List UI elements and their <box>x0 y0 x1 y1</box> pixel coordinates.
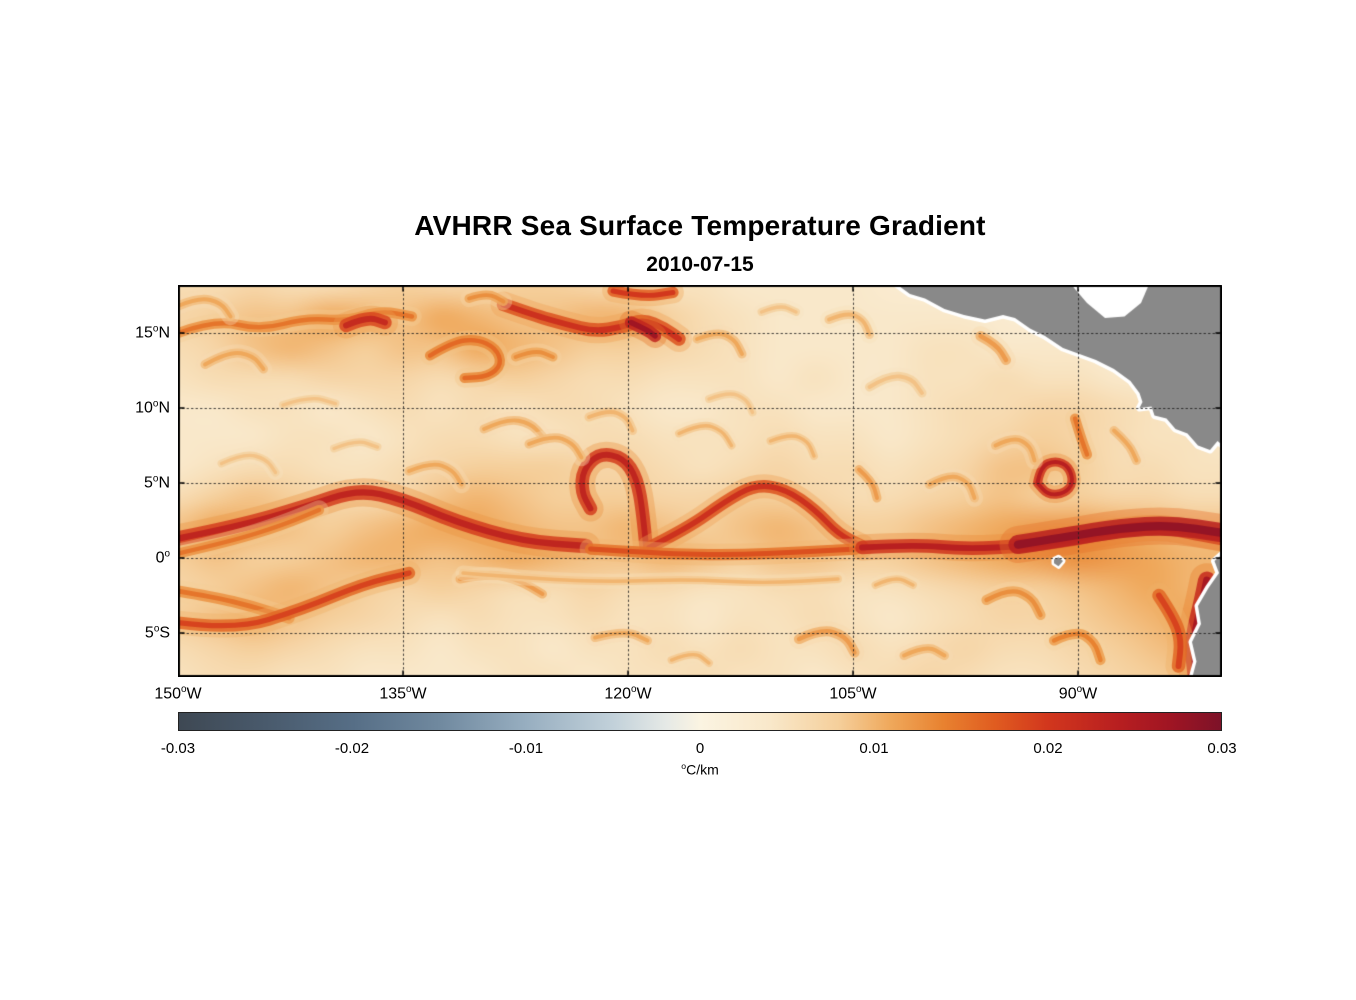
y-tick-label: 0o <box>155 548 170 567</box>
y-tick-label: 5oN <box>144 473 170 492</box>
colorbar-tick-label: -0.01 <box>508 740 544 757</box>
colorbar-tick-label: -0.02 <box>334 740 370 757</box>
colorbar-tick-label: 0.01 <box>859 740 889 757</box>
colorbar-tick-label: 0.02 <box>1033 740 1063 757</box>
x-tick-label: 105oW <box>829 684 877 703</box>
x-tick-label: 150oW <box>154 684 202 703</box>
colorbar-unit-label: oC/km <box>681 761 719 778</box>
colorbar <box>178 712 1222 731</box>
chart-subtitle: 2010-07-15 <box>646 253 754 276</box>
y-tick-label: 5oS <box>144 623 170 642</box>
x-tick-label: 120oW <box>604 684 652 703</box>
x-tick-label: 135oW <box>379 684 427 703</box>
x-tick-label: 90oW <box>1058 684 1098 703</box>
heatmap-canvas <box>178 285 1222 677</box>
colorbar-tick-label: -0.03 <box>160 740 196 757</box>
colorbar-tick-label: 0 <box>695 740 705 757</box>
y-tick-label: 10oN <box>135 398 170 417</box>
chart-title: AVHRR Sea Surface Temperature Gradient <box>414 210 986 241</box>
y-tick-label: 15oN <box>135 323 170 342</box>
colorbar-tick-label: 0.03 <box>1207 740 1237 757</box>
